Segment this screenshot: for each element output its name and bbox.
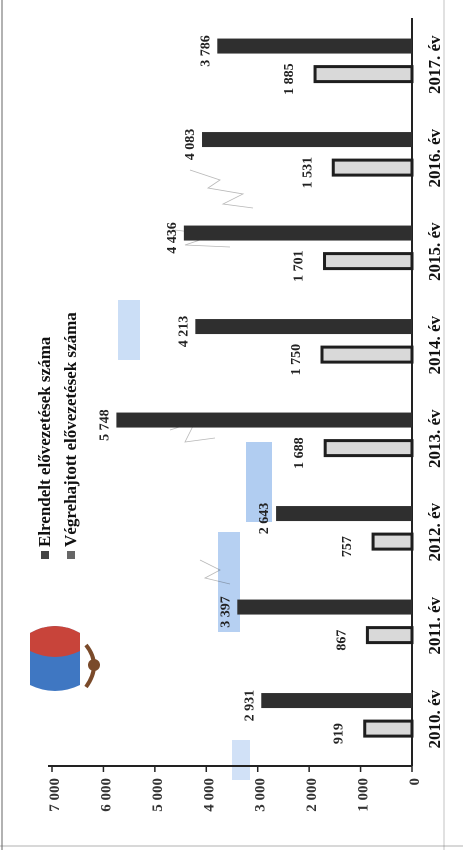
category-label: 2017. év bbox=[425, 35, 444, 94]
scan-blue-smudge bbox=[232, 740, 250, 780]
data-label-executed: 867 bbox=[334, 630, 349, 651]
value-axis-tick-label: 4 000 bbox=[201, 778, 217, 812]
bar-ordered bbox=[195, 319, 412, 335]
category-label: 2010. év bbox=[425, 689, 444, 748]
bar-executed bbox=[331, 158, 414, 177]
data-label-ordered: 3 786 bbox=[198, 35, 213, 67]
data-label-ordered: 2 643 bbox=[257, 503, 272, 535]
bar-executed bbox=[323, 439, 414, 458]
data-label-ordered: 2 931 bbox=[242, 690, 257, 722]
category-label: 2011. év bbox=[425, 596, 444, 654]
category-label: 2013. év bbox=[425, 409, 444, 468]
bar-ordered bbox=[217, 38, 412, 54]
bar-ordered bbox=[237, 599, 412, 615]
bar-executed bbox=[323, 252, 414, 271]
value-axis-tick-label: 0 bbox=[407, 778, 423, 786]
value-axis-tick-label: 2 000 bbox=[304, 778, 320, 812]
legend-label: Elrendelt elővezetések száma bbox=[35, 336, 54, 547]
category-label: 2012. év bbox=[425, 502, 444, 561]
data-label-executed: 1 701 bbox=[292, 250, 307, 282]
data-label-executed: 1 688 bbox=[292, 437, 307, 469]
legend-swatch bbox=[67, 551, 75, 559]
scan-blue-smudge bbox=[118, 300, 140, 360]
bar-ordered bbox=[276, 506, 412, 522]
data-label-executed: 1 531 bbox=[300, 157, 315, 189]
data-label-ordered: 4 213 bbox=[176, 316, 191, 348]
value-axis-tick-label: 6 000 bbox=[98, 778, 114, 812]
data-label-executed: 1 885 bbox=[282, 63, 297, 95]
data-label-executed: 757 bbox=[340, 536, 355, 557]
legend-swatch bbox=[41, 551, 49, 559]
legend-label: Végrehajtott elővezetések száma bbox=[61, 312, 80, 547]
bar-executed bbox=[365, 626, 414, 645]
bar-executed bbox=[363, 719, 414, 738]
data-label-ordered: 3 397 bbox=[218, 596, 233, 628]
bar-ordered bbox=[116, 412, 412, 428]
coat-of-arms-icon bbox=[30, 626, 100, 691]
scan-blue-smudge bbox=[218, 532, 240, 632]
value-axis-tick-label: 7 000 bbox=[47, 778, 63, 812]
scan-blue-smudge bbox=[246, 442, 272, 522]
category-label: 2016. év bbox=[425, 128, 444, 187]
bar-executed bbox=[320, 345, 414, 364]
value-axis-tick-label: 5 000 bbox=[150, 778, 166, 812]
bar-executed bbox=[313, 65, 414, 84]
category-label: 2015. év bbox=[425, 222, 444, 281]
data-label-ordered: 5 748 bbox=[97, 409, 112, 441]
category-label: 2014. év bbox=[425, 315, 444, 374]
data-label-ordered: 4 436 bbox=[165, 222, 180, 254]
bar-executed bbox=[371, 532, 414, 551]
data-label-executed: 1 750 bbox=[289, 344, 304, 376]
data-label-executed: 919 bbox=[332, 723, 347, 744]
bar-ordered bbox=[261, 693, 412, 709]
bar-ordered bbox=[183, 225, 412, 241]
data-label-ordered: 4 083 bbox=[183, 129, 198, 161]
value-axis-tick-label: 1 000 bbox=[356, 778, 372, 812]
value-axis-tick-label: 3 000 bbox=[253, 778, 269, 812]
bar-ordered bbox=[202, 132, 412, 148]
